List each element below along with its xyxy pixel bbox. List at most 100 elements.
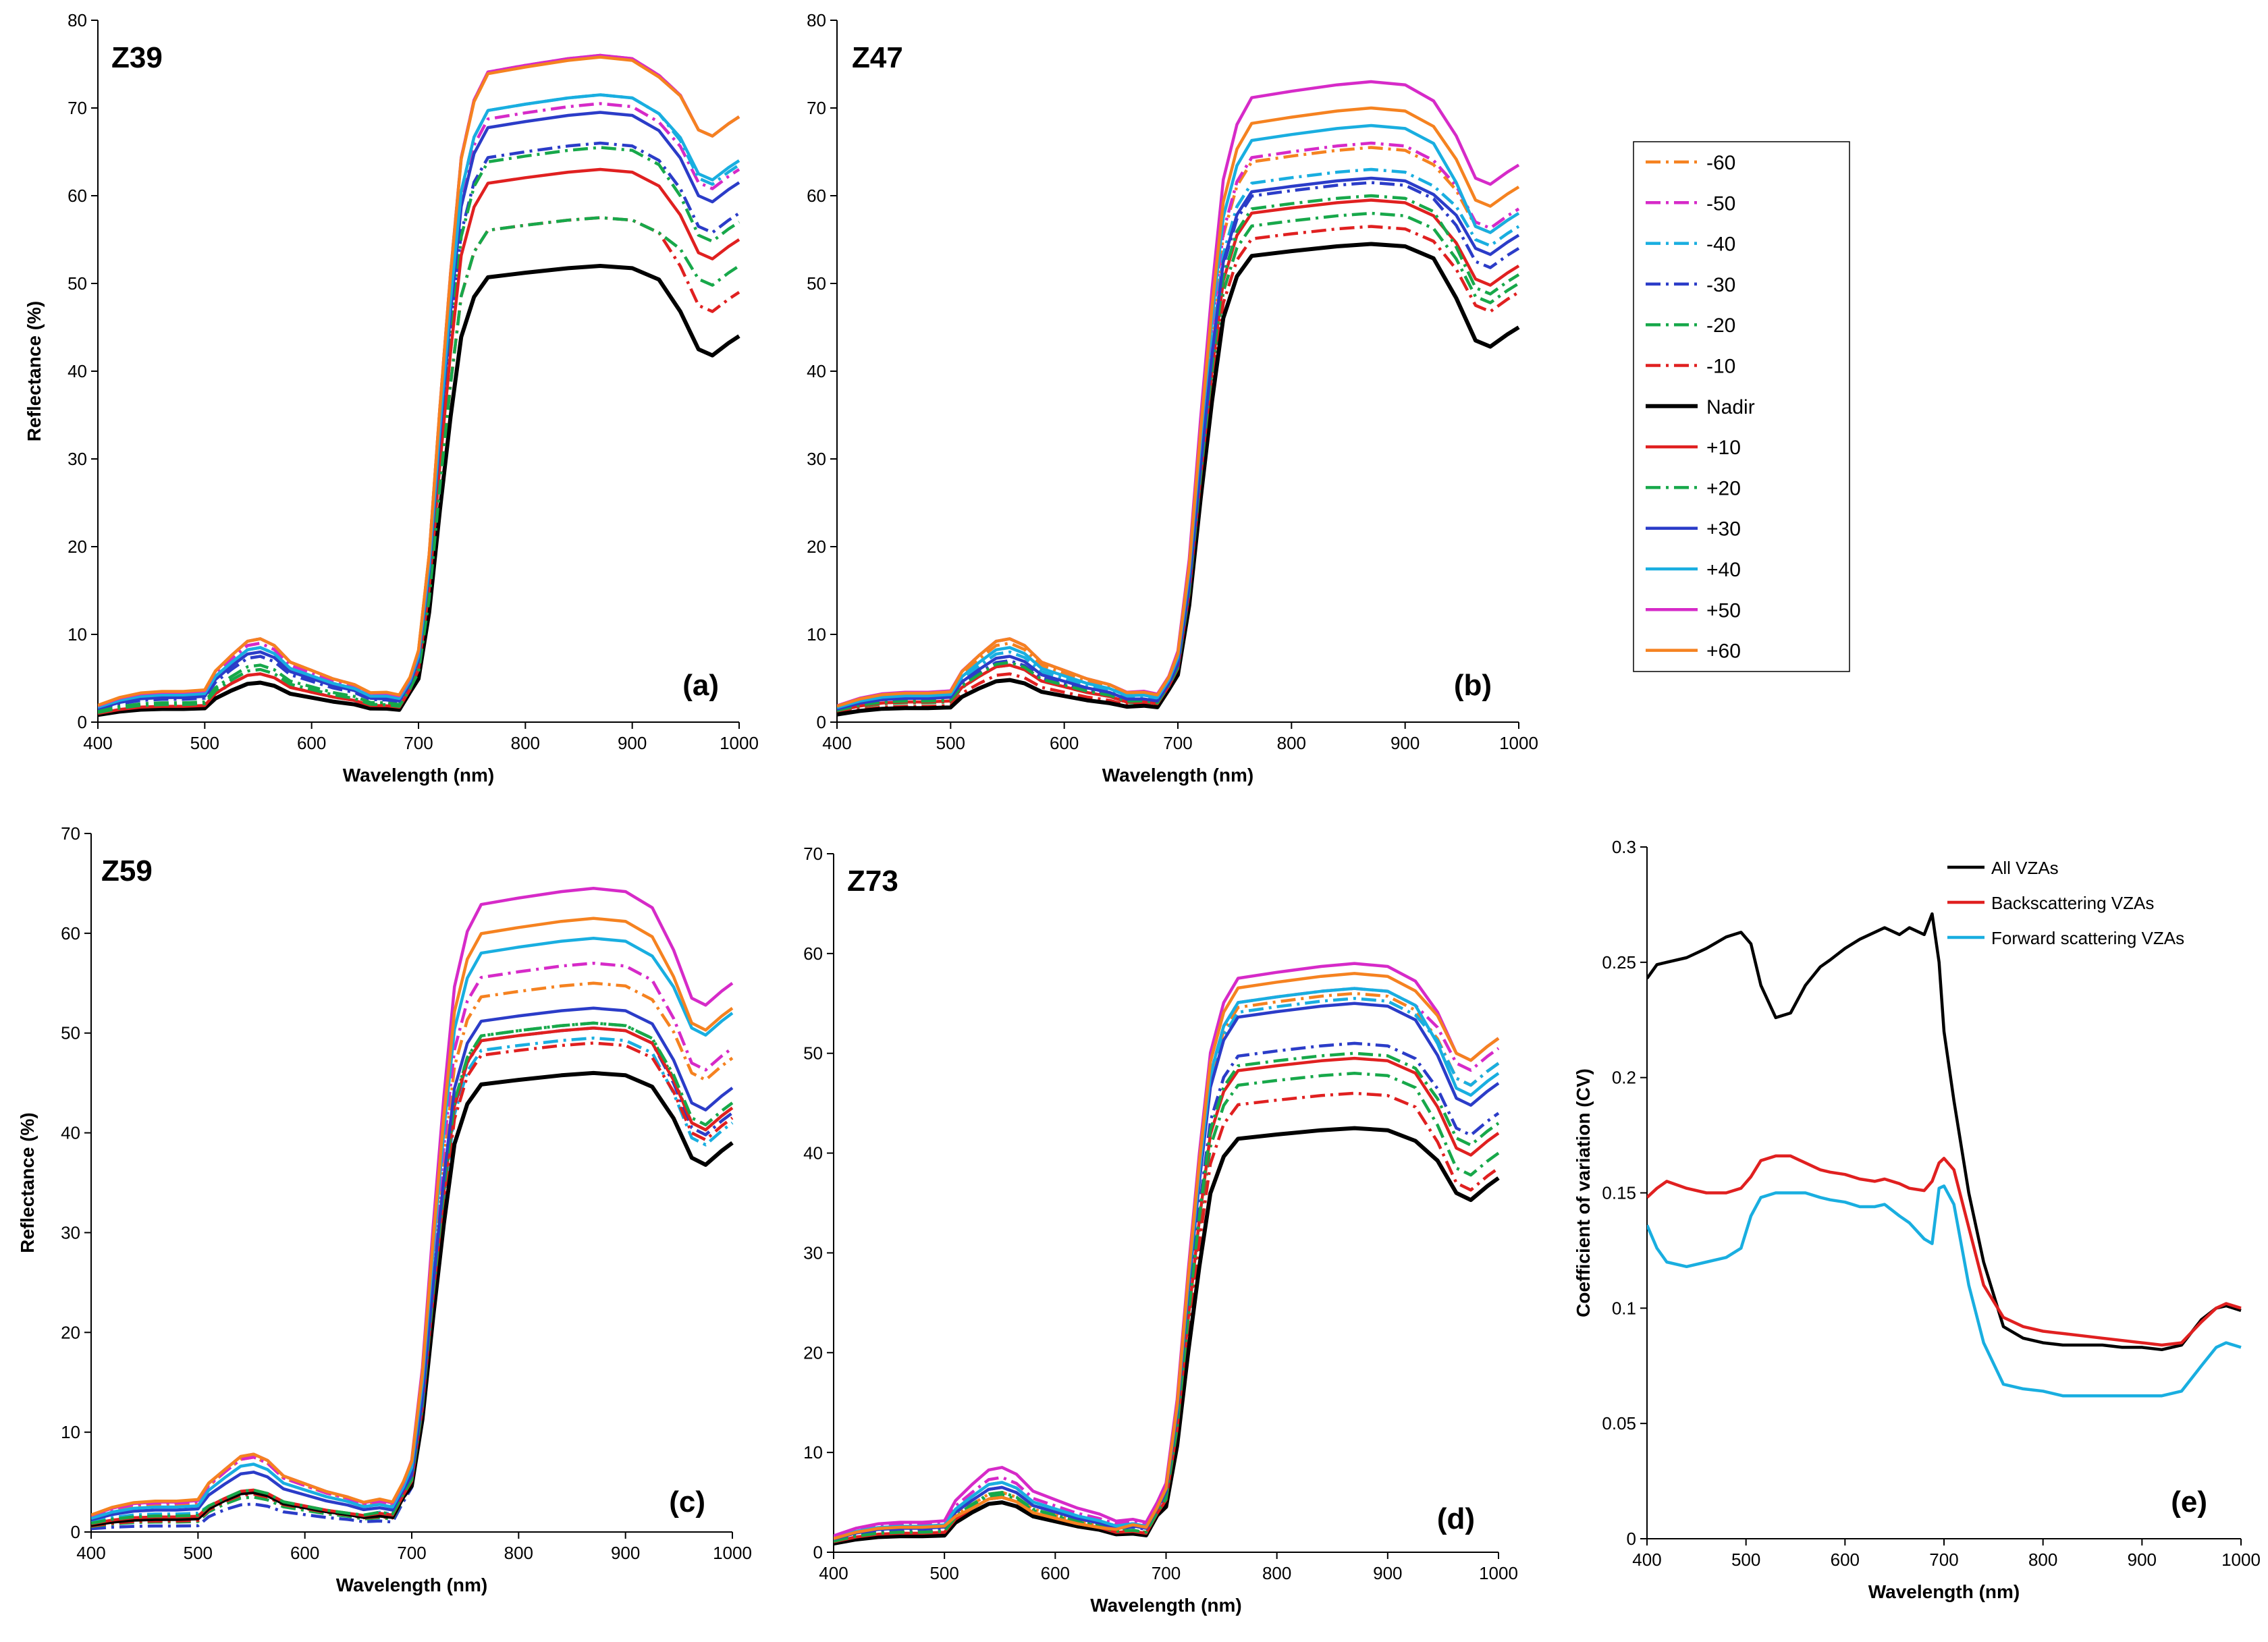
series-line-plus30: [834, 1002, 1500, 1541]
y-tick-label: 0.15: [1602, 1183, 1636, 1203]
series-line-plus50: [834, 962, 1500, 1537]
legend-entry-label: +30: [1706, 518, 1741, 541]
y-axis-label: Reflectance (%): [17, 1112, 38, 1253]
y-tick-label: 60: [803, 943, 823, 964]
legend-entry-label: -30: [1706, 274, 1735, 296]
series-line-plus40: [91, 937, 734, 1520]
x-tick-label: 400: [83, 733, 112, 753]
series-line-plus20: [98, 216, 740, 714]
series-line-plus10: [98, 167, 740, 715]
x-tick-label: 1000: [720, 733, 759, 753]
y-tick-label: 0: [813, 1542, 823, 1562]
y-tick-label: 0: [71, 1522, 80, 1542]
y-tick-label: 60: [68, 186, 87, 206]
y-tick-label: 20: [807, 537, 826, 557]
series-line-minus40: [98, 93, 740, 709]
x-tick-label: 400: [1632, 1550, 1661, 1570]
y-tick-label: 40: [68, 361, 87, 381]
series-line-minus30: [98, 141, 740, 711]
series-line-all-vzas: [1647, 912, 2242, 1352]
x-tick-label: 800: [511, 733, 540, 753]
y-tick-label: 0: [817, 712, 826, 732]
x-tick-label: 900: [2128, 1550, 2157, 1570]
series-line-backscattering-vzas: [1647, 1154, 2242, 1347]
x-axis-label: Wavelength (nm): [336, 1575, 488, 1595]
y-tick-label: 70: [61, 823, 80, 844]
series-line-plus30: [837, 176, 1520, 711]
y-tick-label: 0.25: [1602, 952, 1636, 973]
y-tick-label: 10: [807, 624, 826, 645]
x-axis-label: Wavelength (nm): [1102, 765, 1254, 786]
chart-panel-a: 0 10 20 30 40 50 60 70 80 400 500 600 700 800 900 1000 W…: [24, 10, 759, 786]
series-line-minus20: [98, 146, 740, 713]
y-tick-label: 0.2: [1612, 1068, 1636, 1088]
x-tick-label: 600: [1050, 733, 1079, 753]
x-tick-label: 600: [1831, 1550, 1860, 1570]
x-tick-label: 400: [822, 733, 851, 753]
y-tick-label: 60: [61, 923, 80, 943]
y-tick-label: 50: [61, 1023, 80, 1043]
y-tick-label: 30: [807, 449, 826, 469]
x-tick-label: 1000: [713, 1543, 752, 1563]
x-tick-label: 500: [184, 1543, 213, 1563]
y-tick-label: 0.05: [1602, 1413, 1636, 1433]
x-tick-label: 500: [929, 1563, 959, 1583]
y-tick-label: 10: [803, 1442, 823, 1462]
series-line-plus60: [834, 972, 1500, 1540]
x-tick-label: 400: [819, 1563, 848, 1583]
x-tick-label: 900: [618, 733, 647, 753]
y-tick-label: 30: [61, 1222, 80, 1242]
y-tick-label: 10: [68, 624, 87, 645]
series-line-minus60: [91, 981, 734, 1519]
series-line-plus10: [834, 1056, 1500, 1543]
y-tick-label: 50: [807, 273, 826, 294]
x-tick-label: 900: [1373, 1563, 1402, 1583]
series-line-plus30: [91, 1006, 734, 1522]
y-axis-label: Reflectance (%): [24, 301, 45, 442]
y-tick-label: 70: [807, 98, 826, 118]
panel-label: (a): [682, 669, 719, 702]
panel-label: (e): [2171, 1485, 2207, 1518]
legend-entry-label: +10: [1706, 437, 1741, 459]
legend-entry-label: Backscattering VZAs: [1991, 893, 2154, 913]
y-tick-label: 10: [61, 1422, 80, 1442]
chart-panel-d: 0 10 20 30 40 50 60 70 400 500 600 700 800 900 1000 Wav…: [803, 844, 1518, 1616]
zone-label: Z47: [852, 41, 903, 74]
series-line-minus60: [834, 991, 1500, 1540]
y-tick-label: 20: [61, 1322, 80, 1342]
x-tick-label: 500: [936, 733, 965, 753]
series-line-plus40: [837, 124, 1520, 709]
series-line-plus60: [91, 916, 734, 1516]
chart-panel-b: 0 10 20 30 40 50 60 70 80 400 500 600 700 800 900 1000 W…: [807, 10, 1538, 786]
series-line-plus20: [837, 194, 1520, 712]
series-line-minus20: [834, 1072, 1500, 1543]
series-line-minus30: [834, 1041, 1500, 1541]
legend-entry-label: Nadir: [1706, 396, 1755, 418]
x-tick-label: 600: [1041, 1563, 1070, 1583]
series-line-plus20: [834, 1051, 1500, 1543]
series-line-plus40: [98, 93, 740, 709]
x-tick-label: 1000: [2221, 1550, 2261, 1570]
x-tick-label: 800: [2028, 1550, 2057, 1570]
x-tick-label: 900: [611, 1543, 640, 1563]
x-tick-label: 700: [1929, 1550, 1958, 1570]
series-line-minus30: [837, 181, 1520, 712]
panel-label: (c): [669, 1485, 705, 1518]
x-axis-label: Wavelength (nm): [1868, 1581, 2020, 1602]
y-tick-label: 50: [68, 273, 87, 294]
legend-entry-label: +40: [1706, 559, 1741, 581]
series-line-plus20: [91, 1021, 734, 1525]
y-tick-label: 0: [78, 712, 87, 732]
y-tick-label: 40: [807, 361, 826, 381]
x-tick-label: 800: [504, 1543, 533, 1563]
y-tick-label: 40: [803, 1143, 823, 1164]
y-tick-label: 70: [68, 98, 87, 118]
legend-entry-label: -40: [1706, 234, 1735, 256]
x-tick-label: 600: [297, 733, 326, 753]
x-tick-label: 900: [1390, 733, 1420, 753]
x-tick-label: 700: [1152, 1563, 1181, 1583]
x-tick-label: 1000: [1499, 733, 1538, 753]
panel-label: (d): [1437, 1502, 1475, 1535]
x-tick-label: 700: [1163, 733, 1192, 753]
y-tick-label: 70: [803, 844, 823, 864]
